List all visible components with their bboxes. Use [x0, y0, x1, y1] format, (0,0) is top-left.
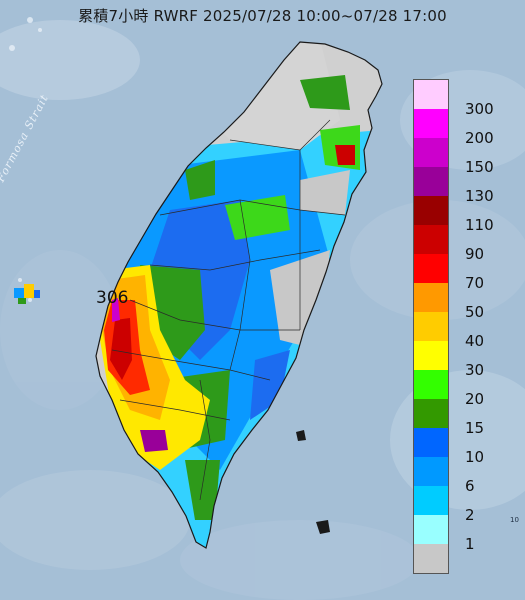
- county-boundaries: [111, 119, 346, 501]
- legend-value-label: 6: [465, 477, 475, 495]
- legend-swatch: [414, 341, 448, 370]
- legend-swatch: [414, 544, 448, 573]
- legend-value-label: 30: [465, 361, 485, 379]
- legend-value-label: 2: [465, 506, 475, 524]
- corner-mark: 10: [510, 516, 519, 524]
- legend-value-label: 130: [465, 187, 494, 205]
- legend-value-label: 90: [465, 245, 485, 263]
- legend-swatch: [414, 138, 448, 167]
- legend-swatch: [414, 515, 448, 544]
- penghu-islands: [14, 284, 40, 304]
- legend-value-label: 40: [465, 332, 485, 350]
- legend-value-label: 10: [465, 448, 485, 466]
- legend-value-label: 300: [465, 100, 494, 118]
- legend-value-label: 150: [465, 158, 494, 176]
- legend-swatch: [414, 370, 448, 399]
- orchid-island: [296, 430, 306, 441]
- cloud-specks: [9, 17, 42, 302]
- legend-value-label: 15: [465, 419, 485, 437]
- island-outline: [95, 41, 383, 549]
- legend-value-label: 110: [465, 216, 494, 234]
- legend-value-label: 1: [465, 535, 475, 553]
- legend-swatch: [414, 399, 448, 428]
- legend-swatch: [414, 109, 448, 138]
- map-title: 累積7小時 RWRF 2025/07/28 10:00~07/28 17:00: [78, 7, 447, 25]
- legend-value-label: 70: [465, 274, 485, 292]
- legend-swatch: [414, 225, 448, 254]
- color-legend: [413, 79, 449, 574]
- legend-swatch: [414, 196, 448, 225]
- legend-swatch: [414, 254, 448, 283]
- legend-value-label: 50: [465, 303, 485, 321]
- legend-value-label: 20: [465, 390, 485, 408]
- legend-swatch: [414, 457, 448, 486]
- legend-swatch: [414, 428, 448, 457]
- legend-swatch: [414, 283, 448, 312]
- legend-swatch: [414, 167, 448, 196]
- legend-swatch: [414, 486, 448, 515]
- legend-value-label: 200: [465, 129, 494, 147]
- max-rainfall-label: 306: [96, 288, 129, 308]
- legend-swatch: [414, 312, 448, 341]
- green-island: [316, 520, 330, 534]
- legend-swatch: [414, 80, 448, 109]
